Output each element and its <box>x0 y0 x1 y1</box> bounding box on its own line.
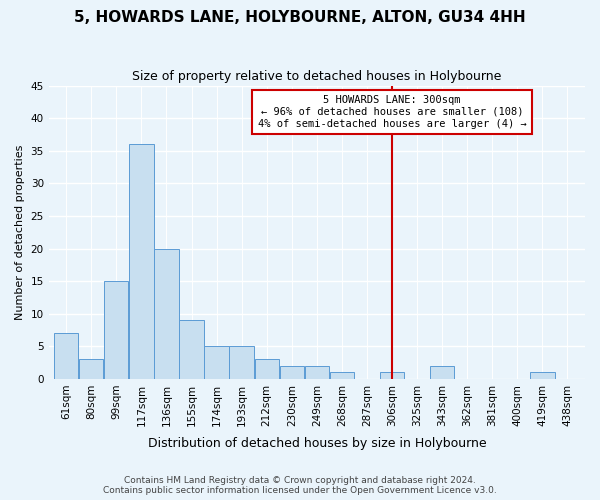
Bar <box>229 346 254 379</box>
Bar <box>179 320 203 379</box>
Bar <box>305 366 329 379</box>
Text: 5, HOWARDS LANE, HOLYBOURNE, ALTON, GU34 4HH: 5, HOWARDS LANE, HOLYBOURNE, ALTON, GU34… <box>74 10 526 25</box>
Bar <box>154 248 179 379</box>
Bar <box>205 346 229 379</box>
Bar <box>129 144 154 379</box>
Bar <box>254 360 279 379</box>
Y-axis label: Number of detached properties: Number of detached properties <box>15 144 25 320</box>
Bar <box>104 281 128 379</box>
Bar <box>79 360 103 379</box>
Bar <box>54 334 79 379</box>
Bar <box>330 372 354 379</box>
Bar <box>430 366 454 379</box>
Bar <box>280 366 304 379</box>
Text: 5 HOWARDS LANE: 300sqm
← 96% of detached houses are smaller (108)
4% of semi-det: 5 HOWARDS LANE: 300sqm ← 96% of detached… <box>257 96 526 128</box>
Bar <box>380 372 404 379</box>
Title: Size of property relative to detached houses in Holybourne: Size of property relative to detached ho… <box>132 70 502 83</box>
Bar <box>530 372 554 379</box>
Text: Contains HM Land Registry data © Crown copyright and database right 2024.
Contai: Contains HM Land Registry data © Crown c… <box>103 476 497 495</box>
X-axis label: Distribution of detached houses by size in Holybourne: Distribution of detached houses by size … <box>148 437 486 450</box>
